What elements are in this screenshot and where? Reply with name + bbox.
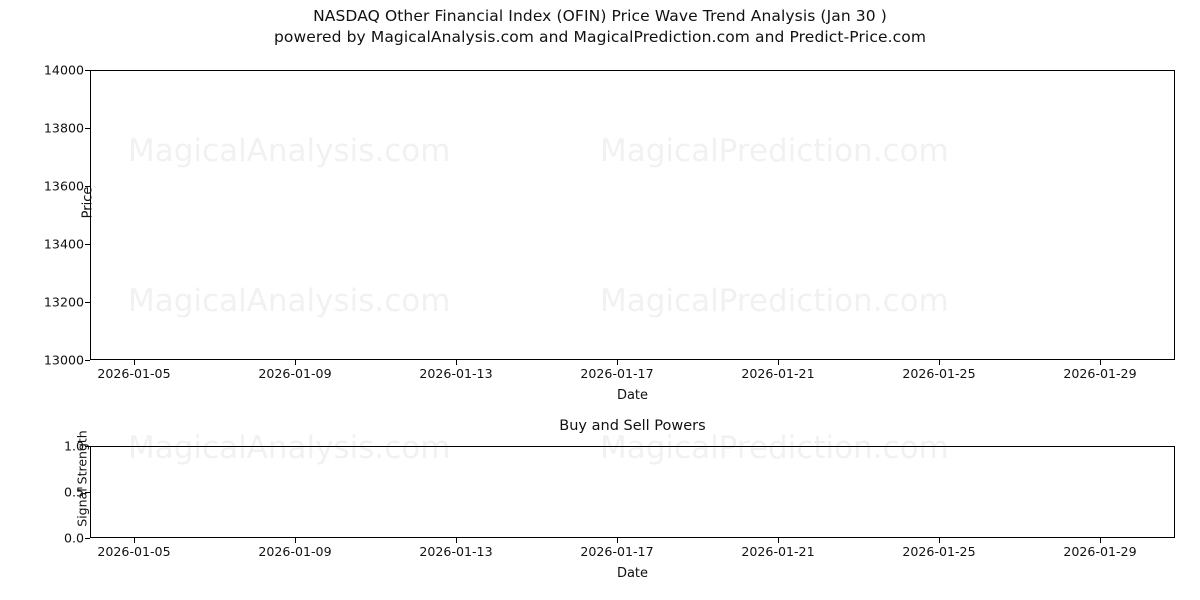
signal-y-tick-mark <box>85 538 90 540</box>
signal-y-tick-label: 1.0 <box>63 438 84 454</box>
title-line-1: NASDAQ Other Financial Index (OFIN) Pric… <box>313 7 887 25</box>
signal-x-tick-mark <box>456 538 458 543</box>
price-y-tick-mark <box>85 128 90 130</box>
signal-x-tick-mark <box>617 538 619 543</box>
price-x-tick-label: 2026-01-13 <box>419 366 493 381</box>
price-x-tick-label: 2026-01-29 <box>1063 366 1137 381</box>
price-y-tick-mark <box>85 70 90 72</box>
price-x-tick-label: 2026-01-25 <box>902 366 976 381</box>
signal-x-tick-label: 2026-01-09 <box>258 544 332 559</box>
signal-y-axis-label: Signal Strength <box>74 430 90 527</box>
price-y-tick-label: 13800 <box>43 120 84 136</box>
price-y-tick-mark <box>85 186 90 188</box>
page-title: NASDAQ Other Financial Index (OFIN) Pric… <box>0 6 1200 48</box>
price-x-tick-label: 2026-01-17 <box>580 366 654 381</box>
price-x-tick-mark <box>134 360 136 365</box>
price-y-tick-label: 14000 <box>43 62 84 78</box>
signal-x-tick-label: 2026-01-29 <box>1063 544 1137 559</box>
price-x-tick-mark <box>1100 360 1102 365</box>
buy-sell-powers-chart: Buy and Sell Powers Signal Strength 0.0 0… <box>64 418 1175 581</box>
title-line-2: powered by MagicalAnalysis.com and Magic… <box>273 28 927 46</box>
price-x-tick-label: 2026-01-21 <box>741 366 815 381</box>
price-y-tick-label: 13600 <box>43 178 84 194</box>
signal-axes-frame <box>90 446 1175 538</box>
price-y-tick-label: 13400 <box>43 236 84 252</box>
price-x-tick-mark <box>778 360 780 365</box>
signal-y-tick-mark <box>85 446 90 448</box>
price-x-tick-mark <box>295 360 297 365</box>
signal-chart-title: Buy and Sell Powers <box>559 418 706 434</box>
signal-x-tick-mark <box>1100 538 1102 543</box>
signal-x-tick-mark <box>939 538 941 543</box>
price-x-tick-label: 2026-01-05 <box>97 366 171 381</box>
signal-y-tick-label: 0.5 <box>63 484 84 500</box>
price-x-tick-label: 2026-01-09 <box>258 366 332 381</box>
price-y-tick-mark <box>85 244 90 246</box>
signal-x-tick-label: 2026-01-17 <box>580 544 654 559</box>
signal-y-tick-label: 0.0 <box>63 530 84 546</box>
signal-x-tick-label: 2026-01-05 <box>97 544 171 559</box>
price-y-tick-label: 13200 <box>43 294 84 310</box>
signal-x-tick-label: 2026-01-25 <box>902 544 976 559</box>
signal-y-tick-mark <box>85 492 90 494</box>
signal-x-tick-label: 2026-01-21 <box>741 544 815 559</box>
price-x-tick-mark <box>456 360 458 365</box>
price-x-axis-label: Date <box>616 388 649 403</box>
price-y-tick-label: 13000 <box>43 352 84 368</box>
signal-x-tick-mark <box>778 538 780 543</box>
signal-x-tick-mark <box>295 538 297 543</box>
price-x-tick-mark <box>617 360 619 365</box>
signal-x-tick-label: 2026-01-13 <box>419 544 493 559</box>
signal-x-axis-label: Date <box>616 566 649 581</box>
price-y-tick-mark <box>85 360 90 362</box>
price-x-tick-mark <box>939 360 941 365</box>
price-y-tick-mark <box>85 302 90 304</box>
signal-x-tick-mark <box>134 538 136 543</box>
price-axes-frame <box>90 70 1175 360</box>
price-wave-chart: Price 13000 13200 13400 13600 13800 14000 202… <box>44 63 1175 403</box>
